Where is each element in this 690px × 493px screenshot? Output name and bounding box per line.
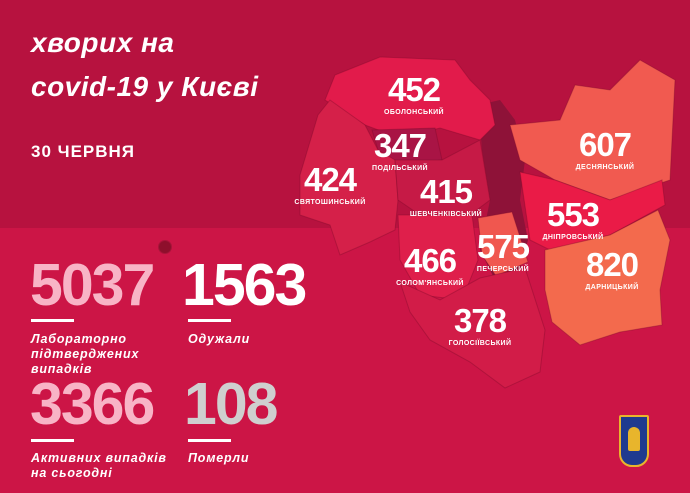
district-label: 575 ПЕЧЕРСЬКИЙ: [476, 228, 530, 274]
district-name: ШЕВЧЕНКІВСЬКИЙ: [409, 211, 483, 218]
district-name: ОБОЛОНСЬКИЙ: [384, 109, 444, 116]
virus-icon: [159, 241, 171, 253]
title-line-2: covid-19 у Києві: [31, 71, 259, 102]
district-name: ПОДІЛЬСЬКИЙ: [372, 165, 428, 172]
district-label: 415 ШЕВЧЕНКІВСЬКИЙ: [410, 174, 482, 219]
district-label: 466 СОЛОМ'ЯНСЬКИЙ: [396, 243, 464, 288]
district-value: 575: [476, 228, 530, 265]
district-label: 553 ДНІПРОВСЬКИЙ: [542, 197, 603, 242]
confirmed-label-line: Лабораторно: [31, 332, 127, 346]
district-value: 452: [387, 71, 441, 108]
divider: [188, 439, 231, 442]
active-label-line: на сьогодні: [31, 466, 113, 480]
active-label-line: Активних випадків: [31, 451, 167, 465]
district-label: 452 ОБОЛОНСЬКИЙ: [384, 72, 444, 117]
district-value: 378: [453, 302, 507, 339]
deaths-value: 108: [184, 371, 278, 437]
district-name: ДАРНИЦЬКИЙ: [585, 284, 639, 291]
district-name: СОЛОМ'ЯНСЬКИЙ: [396, 280, 464, 287]
district-6: [519, 171, 666, 251]
district-value: 553: [546, 196, 600, 233]
recovered-value: 1563: [182, 252, 307, 318]
district-value: 347: [373, 127, 427, 164]
district-7: [544, 209, 671, 346]
district-label: 424 СВЯТОШИНСЬКИЙ: [294, 162, 365, 207]
district-label: 347 ПОДІЛЬСЬКИЙ: [372, 128, 428, 173]
divider: [31, 439, 74, 442]
district-label: 378 ГОЛОСІЇВСЬКИЙ: [449, 303, 512, 348]
confirmed-label-line: підтверджених: [31, 347, 140, 361]
district-name: ГОЛОСІЇВСЬКИЙ: [448, 340, 512, 347]
divider: [31, 319, 74, 322]
district-name: ПЕЧЕРСЬКИЙ: [476, 266, 530, 273]
district-10: [399, 267, 546, 389]
district-name: ДЕСНЯНСЬКИЙ: [575, 164, 635, 171]
district-name: СВЯТОШИНСЬКИЙ: [294, 199, 366, 206]
divider: [188, 319, 231, 322]
district-value: 607: [578, 126, 632, 163]
recovered-label: Одужали: [188, 332, 251, 346]
district-value: 820: [585, 246, 639, 283]
district-5: [509, 59, 676, 201]
district-label: 607 ДЕСНЯНСЬКИЙ: [576, 127, 635, 172]
active-value: 3366: [30, 371, 155, 437]
district-value: 415: [419, 173, 473, 210]
title-line-1: хворих на: [31, 27, 175, 58]
confirmed-value: 5037: [30, 252, 155, 318]
district-value: 424: [303, 161, 357, 198]
confirmed-label-line: випадків: [31, 362, 93, 376]
district-9: [477, 211, 529, 277]
district-label: 820 ДАРНИЦЬКИЙ: [585, 246, 639, 292]
kyiv-coat-of-arms-icon: [619, 415, 649, 467]
active-label: Активних випадків на сьогодні: [31, 451, 167, 481]
district-name: ДНІПРОВСЬКИЙ: [542, 234, 604, 241]
district-4: [394, 139, 491, 216]
date: 30 ЧЕРВНЯ: [31, 142, 136, 161]
deaths-label: Померли: [188, 451, 250, 465]
confirmed-label: Лабораторно підтверджених випадків: [31, 332, 139, 377]
district-value: 466: [403, 242, 457, 279]
